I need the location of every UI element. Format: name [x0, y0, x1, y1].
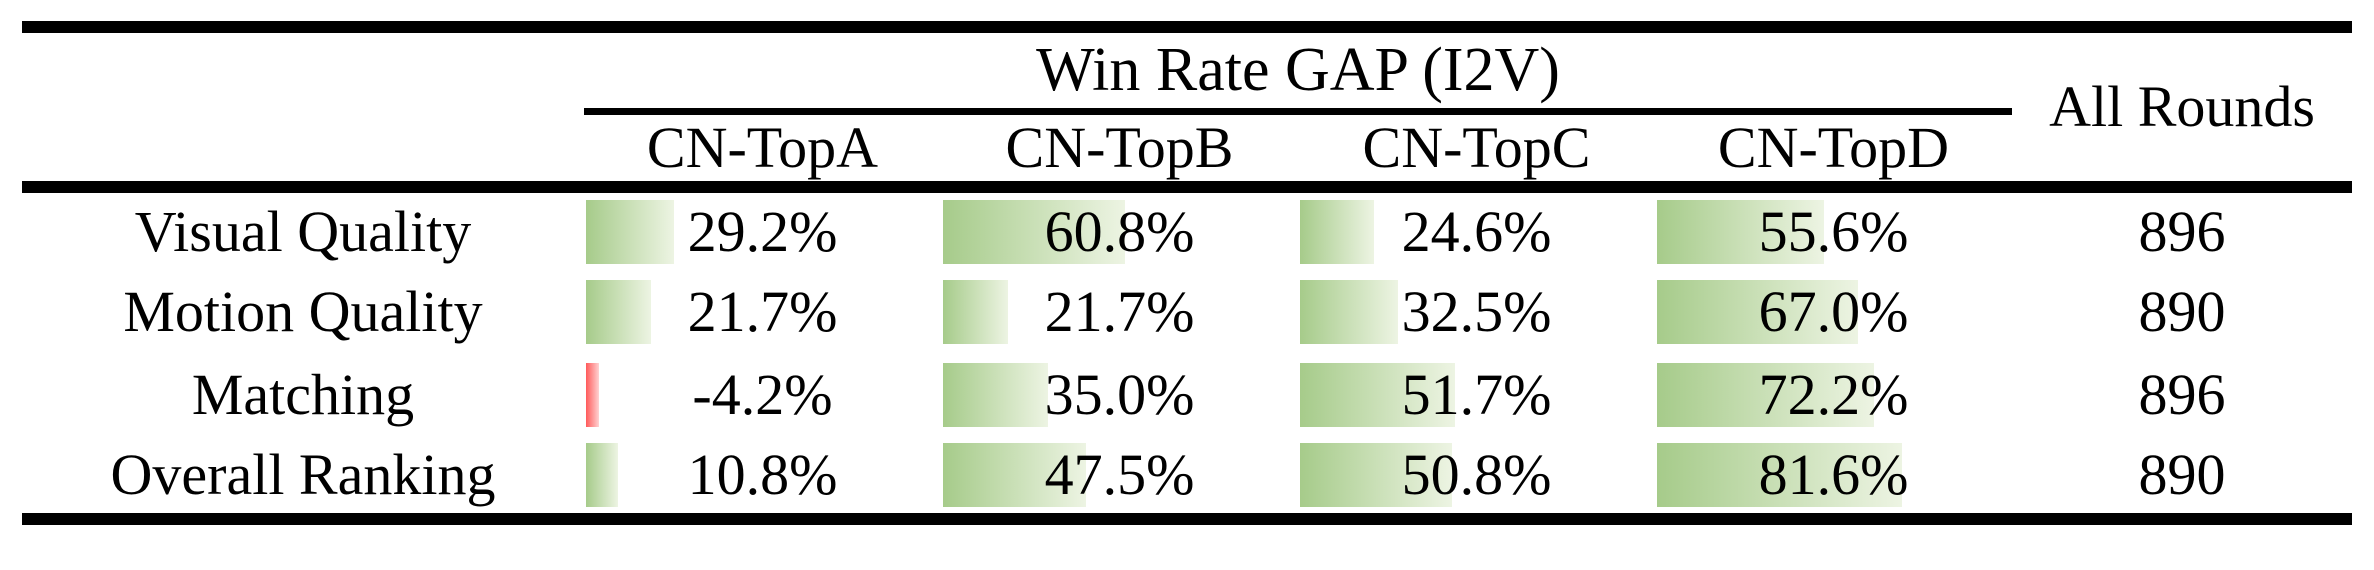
gap-value: 51.7% [1401, 361, 1552, 427]
databar [586, 362, 599, 427]
all-rounds-value: 890 [2138, 278, 2226, 344]
all-rounds-value: 896 [2138, 361, 2226, 427]
gap-value: 50.8% [1401, 441, 1552, 507]
gap-value: 47.5% [1044, 441, 1195, 507]
gap-cell: 51.7% [1298, 353, 1655, 436]
gap-value: 24.6% [1401, 198, 1552, 264]
databar [943, 362, 1048, 427]
row-label: Overall Ranking [110, 441, 496, 507]
gap-cell: 24.6% [1298, 187, 1655, 270]
table-row-motion-quality: Motion Quality 21.7% 21.7% 32.5% 67.0% [22, 270, 2352, 353]
gap-value: 29.2% [687, 198, 838, 264]
table-column-header-row: CN-TopA CN-TopB CN-TopC CN-TopD [22, 111, 2352, 193]
row-label: Visual Quality [134, 198, 472, 264]
gap-value: 81.6% [1758, 441, 1909, 507]
databar [943, 279, 1009, 344]
table-row-overall-ranking: Overall Ranking 10.8% 47.5% 50.8% 81.6% [22, 436, 2352, 519]
win-rate-gap-table: Win Rate GAP (I2V) All Rounds CN-TopA CN… [22, 21, 2353, 525]
gap-cell: 50.8% [1298, 436, 1655, 519]
databar [1300, 199, 1374, 264]
databar [586, 199, 674, 264]
gap-cell: 47.5% [941, 436, 1298, 519]
table-group-header-row: Win Rate GAP (I2V) All Rounds [22, 27, 2353, 193]
row-label: Motion Quality [123, 278, 483, 344]
gap-value: 10.8% [687, 441, 838, 507]
row-label: Matching [191, 361, 415, 427]
gap-value: 21.7% [687, 278, 838, 344]
group-header-win-rate-gap: Win Rate GAP (I2V) [584, 27, 2013, 115]
column-header-cn-topb: CN-TopB [941, 111, 1298, 193]
databar [586, 442, 619, 507]
gap-value: -4.2% [692, 361, 833, 427]
corner-spacer [22, 111, 584, 193]
column-header-all-rounds: All Rounds [2012, 27, 2353, 193]
gap-value: 32.5% [1401, 278, 1552, 344]
gap-cell: 35.0% [941, 353, 1298, 436]
gap-cell: 72.2% [1655, 353, 2012, 436]
gap-value: 67.0% [1758, 278, 1909, 344]
gap-value: 55.6% [1758, 198, 1909, 264]
all-rounds-value: 890 [2138, 441, 2226, 507]
gap-value: 35.0% [1044, 361, 1195, 427]
all-rounds-value: 896 [2138, 198, 2226, 264]
gap-cell: 32.5% [1298, 270, 1655, 353]
table-row-matching: Matching -4.2% 35.0% 51.7% 72.2% 896 [22, 353, 2352, 436]
table-row-visual-quality: Visual Quality 29.2% 60.8% 24.6% 55.6% [22, 187, 2352, 270]
gap-cell: 60.8% [941, 187, 1298, 270]
gap-value: 21.7% [1044, 278, 1195, 344]
gap-cell: 81.6% [1655, 436, 2012, 519]
databar [586, 279, 652, 344]
column-header-cn-topa: CN-TopA [584, 111, 941, 193]
column-header-cn-topd: CN-TopD [1655, 111, 2013, 193]
gap-value: 60.8% [1044, 198, 1195, 264]
gap-value: 72.2% [1758, 361, 1909, 427]
gap-cell: 10.8% [584, 436, 941, 519]
gap-cell: 55.6% [1655, 187, 2012, 270]
gap-cell: 29.2% [584, 187, 941, 270]
gap-cell: 21.7% [584, 270, 941, 353]
corner-spacer [22, 27, 584, 111]
databar [1300, 279, 1398, 344]
gap-cell: 67.0% [1655, 270, 2012, 353]
gap-cell: 21.7% [941, 270, 1298, 353]
column-header-cn-topc: CN-TopC [1298, 111, 1655, 193]
gap-cell: -4.2% [584, 353, 941, 436]
